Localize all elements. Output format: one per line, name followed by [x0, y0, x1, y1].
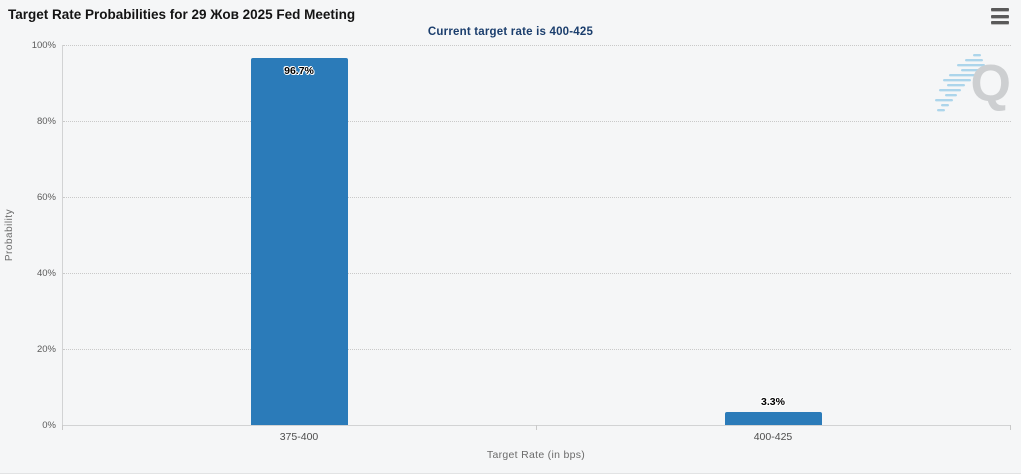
chart-subtitle: Current target rate is 400-425: [427, 26, 594, 38]
y-axis-tick-label: 60%: [36, 192, 56, 203]
x-axis-tick: [62, 425, 63, 430]
hamburger-bar: [991, 21, 1009, 24]
x-axis-category-label: 375-400: [279, 431, 319, 443]
probability-bar-375-400[interactable]: [250, 58, 348, 425]
hamburger-menu-icon[interactable]: [991, 8, 1011, 24]
y-gridline: [63, 197, 1011, 198]
plot-area: [62, 45, 1011, 426]
y-gridline: [63, 121, 1011, 122]
y-axis-title: Probability: [4, 208, 15, 262]
y-axis-tick-label: 40%: [36, 268, 56, 279]
hamburger-bar: [991, 8, 1009, 11]
y-gridline: [63, 349, 1011, 350]
bar-data-label: 3.3%: [761, 396, 785, 408]
hamburger-bar: [991, 14, 1009, 18]
y-axis-tick-label: 100%: [31, 40, 56, 51]
x-axis-title: Target Rate (in bps): [486, 449, 586, 461]
y-axis-tick-label: 20%: [36, 344, 56, 355]
x-axis-category-label: 400-425: [753, 431, 793, 443]
y-axis-tick-label: 80%: [36, 116, 56, 127]
y-gridline: [63, 273, 1011, 274]
x-axis-tick: [536, 425, 537, 430]
x-axis-tick: [1010, 425, 1011, 430]
y-gridline: [63, 45, 1011, 46]
probability-bar-400-425[interactable]: [724, 412, 822, 425]
chart-title: Target Rate Probabilities for 29 Жов 202…: [8, 7, 356, 22]
bar-data-label: 96.7%: [284, 65, 314, 77]
y-axis-tick-label: 0%: [42, 420, 56, 431]
